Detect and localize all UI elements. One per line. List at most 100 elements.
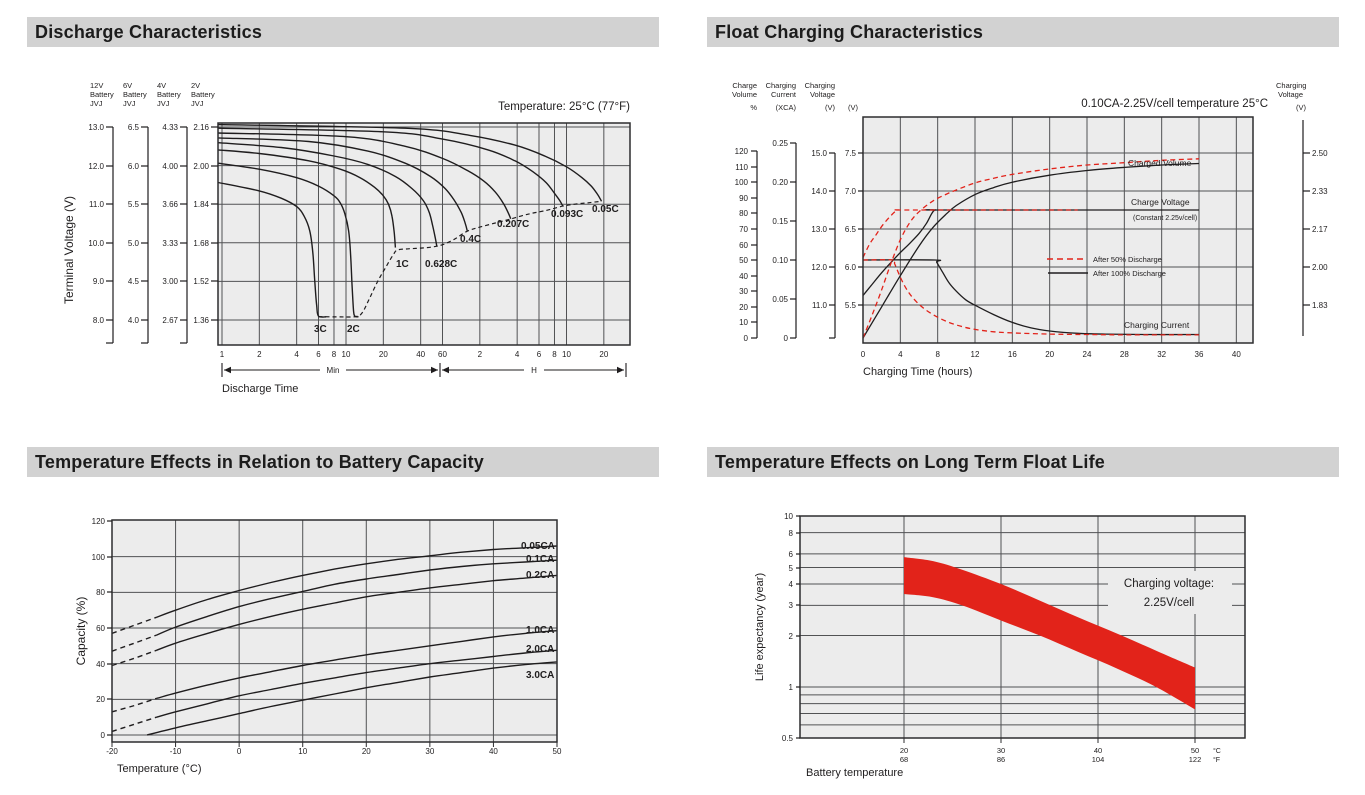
svg-text:32: 32 <box>1157 350 1166 359</box>
svg-text:1C: 1C <box>396 259 409 270</box>
svg-text:Charging: Charging <box>766 81 796 90</box>
svg-text:(V): (V) <box>848 103 859 112</box>
svg-text:12.0: 12.0 <box>811 263 827 272</box>
svg-text:Battery: Battery <box>123 90 147 99</box>
svg-text:0.20: 0.20 <box>772 178 788 187</box>
svg-text:5.5: 5.5 <box>128 200 140 209</box>
svg-text:6: 6 <box>537 350 542 359</box>
svg-text:2.16: 2.16 <box>193 123 209 132</box>
svg-text:100: 100 <box>735 178 749 187</box>
svg-text:60: 60 <box>739 241 748 250</box>
svg-text:50: 50 <box>553 747 562 756</box>
svg-text:0.15: 0.15 <box>772 217 788 226</box>
svg-text:5.5: 5.5 <box>845 301 857 310</box>
svg-text:0: 0 <box>101 731 106 740</box>
svg-text:15.0: 15.0 <box>811 149 827 158</box>
svg-text:Charge Voltage: Charge Voltage <box>1131 197 1190 207</box>
svg-text:Capacity (%): Capacity (%) <box>74 597 88 666</box>
svg-text:4: 4 <box>789 580 794 589</box>
section-title-discharge: Discharge Characteristics <box>27 17 659 47</box>
svg-text:(V): (V) <box>825 103 836 112</box>
svg-text:Voltage: Voltage <box>810 90 835 99</box>
svg-text:1: 1 <box>220 350 225 359</box>
svg-text:2.00: 2.00 <box>193 162 209 171</box>
svg-text:10.0: 10.0 <box>88 239 104 248</box>
svg-text:JVJ: JVJ <box>191 99 204 108</box>
svg-text:Battery: Battery <box>191 90 215 99</box>
svg-text:0.628C: 0.628C <box>425 259 457 270</box>
svg-text:20: 20 <box>362 747 371 756</box>
svg-text:0.10CA-2.25V/cell temperature: 0.10CA-2.25V/cell temperature 25°C <box>1081 98 1268 110</box>
svg-text:Charging voltage:: Charging voltage: <box>1124 578 1214 590</box>
svg-text:2C: 2C <box>347 324 360 335</box>
svg-text:20: 20 <box>599 350 608 359</box>
svg-text:(Constant 2.25v/cell): (Constant 2.25v/cell) <box>1133 215 1197 222</box>
svg-text:30: 30 <box>425 747 434 756</box>
svg-text:(V): (V) <box>1296 103 1307 112</box>
svg-text:Battery: Battery <box>157 90 181 99</box>
svg-text:50: 50 <box>739 256 748 265</box>
svg-text:3.33: 3.33 <box>162 239 178 248</box>
svg-text:Charged Volume: Charged Volume <box>1128 158 1192 168</box>
svg-text:0.05CA: 0.05CA <box>521 541 555 552</box>
svg-text:9.0: 9.0 <box>93 277 105 286</box>
svg-text:3.00: 3.00 <box>162 277 178 286</box>
svg-text:122: 122 <box>1189 755 1202 764</box>
svg-text:2: 2 <box>257 350 262 359</box>
svg-text:20: 20 <box>379 350 388 359</box>
svg-text:7.5: 7.5 <box>845 149 857 158</box>
svg-text:10: 10 <box>784 512 793 521</box>
svg-text:2.25V/cell: 2.25V/cell <box>1144 597 1195 609</box>
svg-text:Discharge Time: Discharge Time <box>222 383 298 395</box>
svg-text:20: 20 <box>739 303 748 312</box>
svg-text:28: 28 <box>1120 350 1129 359</box>
section-title-text: Temperature Effects on Long Term Float L… <box>715 451 1105 472</box>
svg-text:JVJ: JVJ <box>157 99 170 108</box>
svg-text:2.17: 2.17 <box>1312 225 1328 234</box>
svg-text:40: 40 <box>96 660 105 669</box>
svg-text:4.5: 4.5 <box>128 277 140 286</box>
svg-text:1.52: 1.52 <box>193 277 209 286</box>
svg-text:0.4C: 0.4C <box>460 234 481 245</box>
svg-text:4.33: 4.33 <box>162 123 178 132</box>
svg-text:Current: Current <box>771 90 797 99</box>
svg-text:40: 40 <box>1232 350 1241 359</box>
svg-text:8: 8 <box>552 350 557 359</box>
svg-text:5.0: 5.0 <box>128 239 140 248</box>
svg-text:4: 4 <box>515 350 520 359</box>
svg-text:6: 6 <box>789 550 794 559</box>
svg-text:0: 0 <box>237 747 242 756</box>
svg-text:10: 10 <box>342 350 351 359</box>
svg-text:10: 10 <box>298 747 307 756</box>
svg-text:12: 12 <box>971 350 980 359</box>
svg-text:2.00: 2.00 <box>1312 263 1328 272</box>
svg-text:1.0CA: 1.0CA <box>526 625 554 636</box>
svg-text:40: 40 <box>416 350 425 359</box>
svg-text:8.0: 8.0 <box>93 316 105 325</box>
svg-text:16: 16 <box>1008 350 1017 359</box>
svg-text:0.10: 0.10 <box>772 256 788 265</box>
svg-text:20: 20 <box>96 695 105 704</box>
svg-text:36: 36 <box>1195 350 1204 359</box>
svg-text:Charging Current: Charging Current <box>1124 320 1190 330</box>
svg-text:110: 110 <box>735 163 748 172</box>
svg-text:0.093C: 0.093C <box>551 209 583 220</box>
svg-text:8: 8 <box>789 529 794 538</box>
svg-text:After 50% Discharge: After 50% Discharge <box>1093 255 1162 264</box>
svg-text:40: 40 <box>1094 746 1102 755</box>
svg-text:Terminal Voltage (V): Terminal Voltage (V) <box>62 196 76 304</box>
svg-text:4V: 4V <box>157 81 166 90</box>
svg-text:-10: -10 <box>170 747 182 756</box>
svg-text:80: 80 <box>739 209 748 218</box>
svg-text:3C: 3C <box>314 324 327 335</box>
svg-text:120: 120 <box>92 517 106 526</box>
svg-text:0: 0 <box>861 350 866 359</box>
chart-discharge: 13.0 12.0 11.0 10.0 9.0 8.0 6.5 6.0 5.5 5.0 4.5 4.0… <box>62 81 631 395</box>
svg-text:10: 10 <box>562 350 571 359</box>
svg-text:0: 0 <box>744 334 749 343</box>
svg-text:°F: °F <box>1213 756 1220 764</box>
svg-text:H: H <box>531 366 537 375</box>
svg-text:13.0: 13.0 <box>811 225 827 234</box>
